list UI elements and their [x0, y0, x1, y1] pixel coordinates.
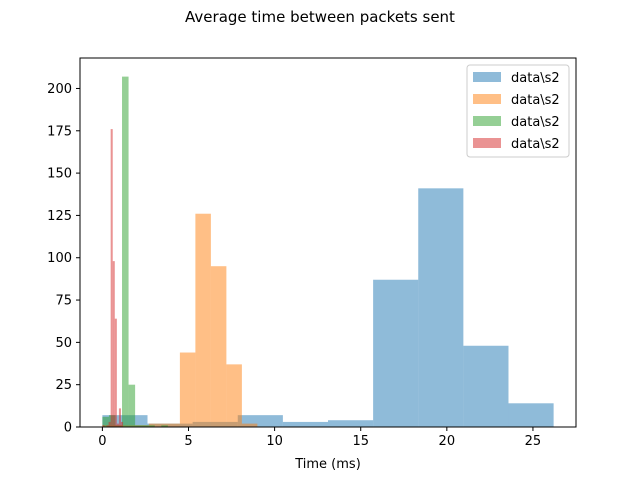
x-tick-label: 20	[439, 434, 456, 449]
y-tick-label: 175	[47, 124, 72, 139]
histogram-bar-series-4	[102, 425, 105, 427]
y-tick-label: 75	[55, 294, 72, 309]
histogram-bar-series-3	[161, 425, 168, 427]
histogram-bar-series-1	[418, 188, 464, 427]
histogram-bar-series-4	[110, 129, 113, 427]
axes-frame	[79, 57, 577, 428]
legend-label: data\s2	[511, 71, 560, 86]
histogram-bar-series-3	[148, 425, 155, 427]
histogram-bar-series-3	[128, 384, 136, 427]
y-tick-label: 150	[47, 167, 72, 182]
histogram-bar-series-2	[148, 423, 165, 427]
x-tick-label: 5	[184, 434, 192, 449]
legend-label: data\s2	[511, 93, 560, 108]
histogram-bar-series-1	[328, 420, 374, 427]
histogram-bar-series-4	[116, 423, 119, 427]
histogram-bar-series-3	[135, 425, 142, 427]
x-tick-label: 15	[352, 434, 369, 449]
plot-area	[102, 76, 554, 427]
x-axis-label: Time (ms)	[294, 457, 361, 472]
x-axis-ticks: 0 5 10 15 20 25	[98, 427, 541, 449]
histogram-bar-series-2	[241, 423, 258, 427]
histogram-bar-series-1	[463, 345, 509, 427]
histogram-bar-series-4	[120, 421, 124, 427]
y-tick-label: 125	[47, 209, 72, 224]
x-tick-label: 10	[266, 434, 283, 449]
legend-swatch	[473, 72, 501, 82]
histogram-bar-series-2	[210, 266, 227, 427]
y-tick-label: 50	[55, 336, 72, 351]
x-tick-label: 25	[525, 434, 542, 449]
chart-title: Average time between packets sent	[185, 8, 455, 26]
histogram-bar-series-3	[102, 416, 109, 427]
histogram-bar-series-1	[282, 421, 328, 427]
histogram-bar-series-2	[195, 213, 211, 427]
histogram-bar-series-4	[108, 421, 111, 427]
histogram-bar-series-1	[237, 415, 283, 427]
histogram-bar-series-4	[106, 425, 109, 427]
histogram-bar-series-3	[122, 76, 129, 427]
histogram-bar-series-4	[114, 318, 117, 427]
legend: data\s2 data\s2 data\s2 data\s2	[466, 64, 570, 158]
histogram-bar-series-1	[508, 403, 554, 427]
x-tick-label: 0	[98, 434, 106, 449]
legend-label: data\s2	[511, 115, 560, 130]
y-axis-ticks: 0 25 50 75 100 125 150 175 200	[47, 82, 80, 436]
histogram-bar-series-4	[112, 261, 115, 427]
y-tick-label: 100	[47, 251, 72, 266]
histogram-bar-series-2	[226, 364, 242, 427]
legend-swatch	[473, 116, 501, 126]
y-tick-label: 25	[55, 378, 72, 393]
histogram-bar-series-2	[179, 352, 196, 427]
y-tick-label: 0	[64, 421, 72, 436]
legend-swatch	[473, 94, 501, 104]
histogram-bar-series-2	[164, 423, 180, 427]
histogram-bar-series-1	[373, 279, 419, 427]
legend-box	[466, 64, 570, 158]
legend-swatch	[473, 138, 501, 148]
legend-label: data\s2	[511, 137, 560, 152]
histogram-bar-series-3	[141, 425, 149, 427]
histogram-bar-series-4	[118, 408, 121, 427]
y-tick-label: 200	[47, 82, 72, 97]
